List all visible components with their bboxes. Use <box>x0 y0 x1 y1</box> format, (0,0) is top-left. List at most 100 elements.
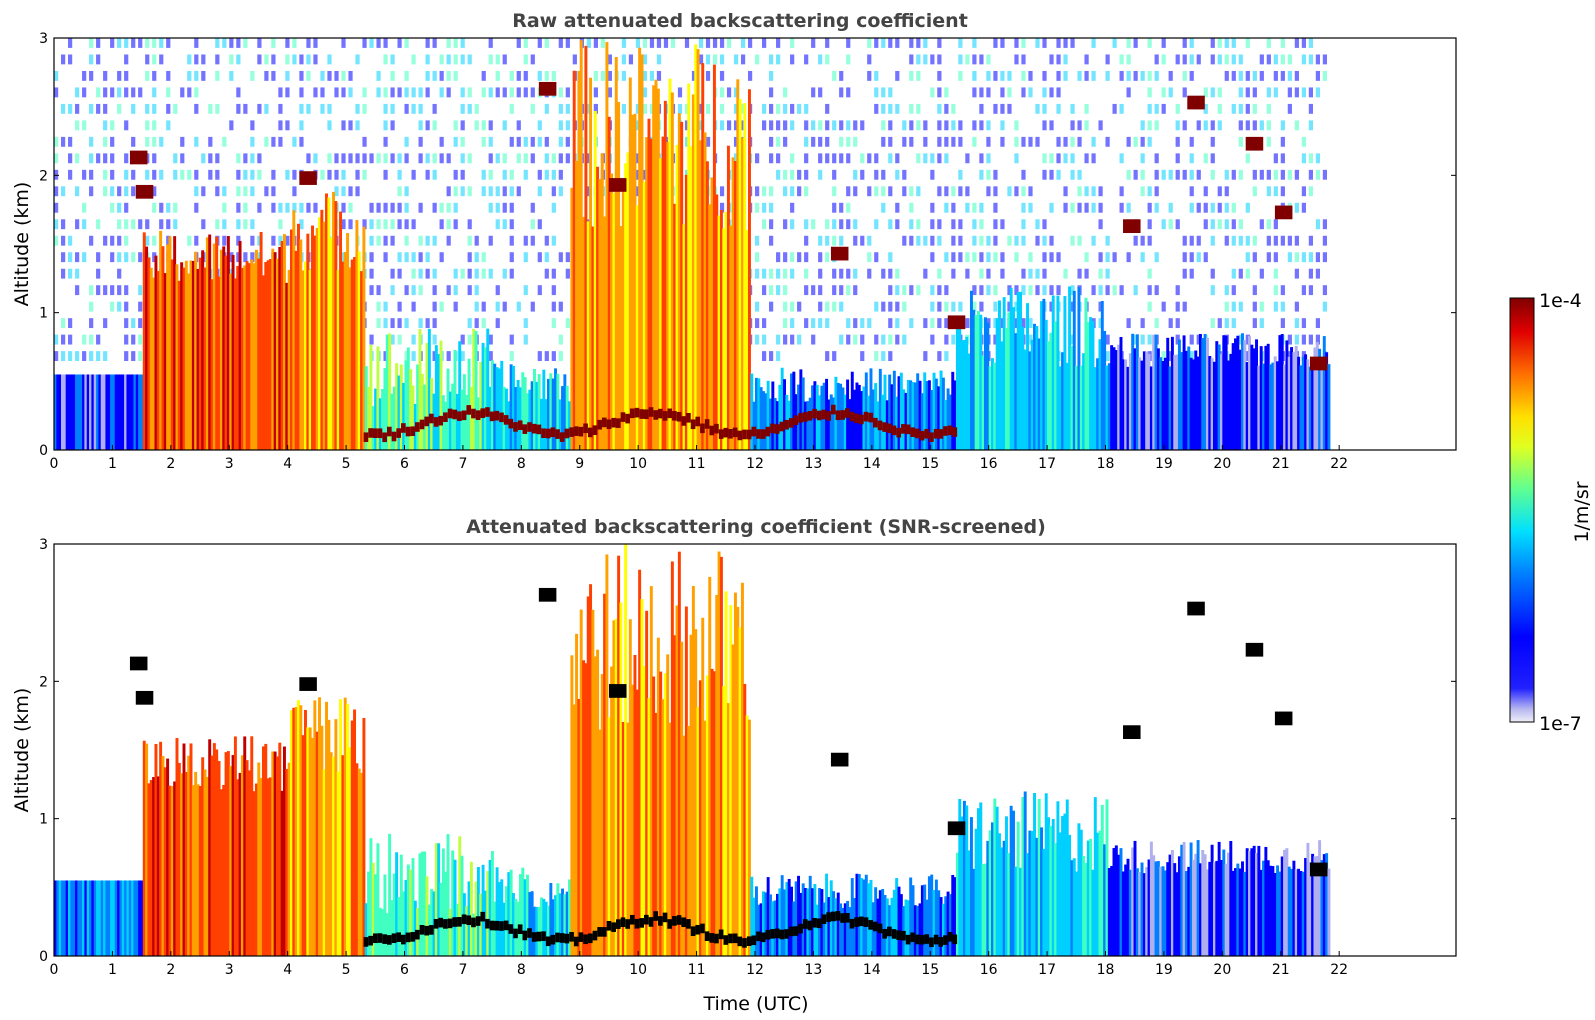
noise-cell <box>390 285 395 296</box>
data-column <box>666 654 670 956</box>
noise-cell <box>1070 153 1075 164</box>
noise-cell <box>986 285 991 296</box>
noise-cell <box>1042 285 1047 296</box>
noise-cell <box>762 268 767 279</box>
data-column <box>591 226 595 450</box>
data-column <box>1217 841 1221 956</box>
noise-cell <box>1014 136 1019 147</box>
data-column <box>455 393 459 450</box>
noise-cell <box>565 268 570 279</box>
data-column <box>107 880 111 956</box>
data-column <box>511 365 515 450</box>
data-column <box>437 353 441 450</box>
noise-cell <box>1147 186 1152 197</box>
noise-cell <box>1217 38 1222 48</box>
noise-cell <box>152 38 157 48</box>
data-column <box>717 215 721 450</box>
data-column <box>411 385 415 450</box>
noise-cell <box>1294 169 1299 180</box>
data-column <box>308 727 312 956</box>
data-column <box>582 216 586 450</box>
noise-cell <box>131 87 136 98</box>
noise-cell <box>986 54 991 65</box>
noise-cell <box>68 54 73 65</box>
data-column <box>1145 351 1149 450</box>
data-column <box>1238 868 1242 956</box>
noise-cell <box>320 87 325 98</box>
noise-cell <box>110 235 115 246</box>
noise-cell <box>825 318 830 329</box>
noise-cell <box>958 136 963 147</box>
data-column <box>1040 827 1044 956</box>
layer-top-mark <box>737 430 743 441</box>
noise-cell <box>439 219 444 230</box>
noise-cell <box>909 103 914 114</box>
data-column <box>1252 845 1256 956</box>
data-column <box>1175 354 1179 450</box>
data-column <box>1308 861 1312 956</box>
data-column <box>299 705 303 956</box>
data-column <box>589 584 593 956</box>
noise-cell <box>82 70 87 81</box>
data-column <box>374 388 378 450</box>
noise-cell <box>362 87 367 98</box>
noise-cell <box>180 169 185 180</box>
data-column <box>1168 366 1172 450</box>
noise-cell <box>797 301 802 312</box>
noise-cell <box>755 268 760 279</box>
data-column <box>1259 869 1263 956</box>
data-column <box>327 719 331 956</box>
noise-cell <box>993 235 998 246</box>
data-column <box>208 234 212 450</box>
data-column <box>1119 848 1123 956</box>
noise-cell <box>635 120 641 131</box>
noise-cell <box>1273 54 1278 65</box>
data-column <box>1051 295 1055 450</box>
noise-cell <box>404 186 409 197</box>
noise-cell <box>860 153 865 164</box>
noise-cell <box>523 70 528 81</box>
noise-cell <box>1231 38 1236 48</box>
noise-cell <box>1294 70 1299 81</box>
data-column <box>388 833 392 956</box>
noise-cell <box>888 136 893 147</box>
colorbar-unit-label: 1/m/sr <box>1571 481 1593 542</box>
noise-cell <box>811 136 816 147</box>
noise-cell <box>82 202 87 213</box>
layer-top-mark <box>901 424 906 434</box>
noise-cell <box>839 301 844 312</box>
noise-cell <box>481 87 486 98</box>
cloud-layer-mark <box>947 821 966 836</box>
data-column <box>993 362 997 450</box>
noise-cell <box>551 285 556 296</box>
layer-top-mark <box>648 407 654 417</box>
noise-cell <box>1126 38 1131 48</box>
data-column <box>923 372 927 450</box>
noise-cell <box>376 202 381 213</box>
data-column <box>514 387 518 450</box>
noise-cell <box>860 318 865 329</box>
data-column <box>1250 344 1254 450</box>
data-column <box>535 381 539 450</box>
noise-cell <box>776 153 781 164</box>
noise-cell <box>495 70 500 81</box>
data-column <box>320 209 324 450</box>
data-column <box>1061 816 1065 956</box>
noise-cell <box>1189 136 1194 147</box>
noise-cell <box>460 169 465 180</box>
noise-cell <box>930 87 935 98</box>
noise-cell <box>951 186 956 197</box>
noise-cell <box>930 153 935 164</box>
noise-cell <box>1259 120 1264 131</box>
noise-cell <box>1014 318 1019 329</box>
noise-cell <box>369 38 374 48</box>
noise-cell <box>951 120 956 131</box>
x-tick-label: 18 <box>1097 962 1115 978</box>
noise-cell <box>1028 87 1033 98</box>
noise-cell <box>124 120 129 131</box>
data-column <box>640 54 644 450</box>
data-column <box>1089 317 1093 450</box>
data-column <box>979 314 983 450</box>
layer-top-mark <box>461 914 467 925</box>
noise-cell <box>194 169 199 180</box>
